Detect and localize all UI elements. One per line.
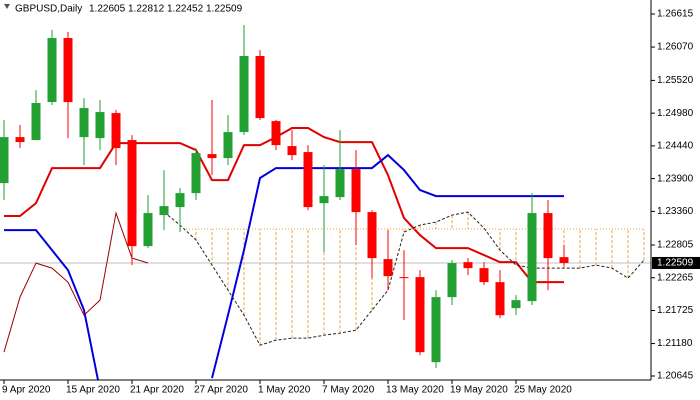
candle-body [207,154,217,159]
y-tick-label: 1.22265 [657,272,694,283]
candle-body [175,193,185,208]
candle-body [63,38,73,103]
candle-body [287,146,297,156]
title-high: 1.22812 [128,4,165,15]
candle-body [559,257,569,263]
y-tick-label: 1.22805 [657,240,694,251]
candle-body [543,213,553,259]
candle-body [367,212,377,259]
current-price-label: 1.22509 [657,258,694,269]
candle-body [31,103,41,141]
candle-body [271,121,281,146]
candle-body [319,196,329,204]
candle-body [511,300,521,309]
candle-body [447,263,457,298]
title-close: 1.22509 [206,4,243,15]
y-tick-label: 1.24980 [657,108,694,119]
indicator-line [163,211,645,346]
y-tick-label: 1.26615 [657,9,694,20]
title-open: 1.22605 [89,4,126,15]
candle-body [191,153,201,194]
x-tick-label: 1 May 2020 [258,385,311,396]
candle-body [527,213,537,302]
title-low: 1.22452 [167,4,204,15]
candle-body [479,268,489,283]
x-tick-label: 13 May 2020 [386,385,444,396]
x-tick-label: 15 Apr 2020 [66,385,120,396]
x-tick-label: 19 May 2020 [450,385,508,396]
indicator-line [3,211,149,353]
candle-body [495,282,505,316]
x-tick-label: 7 May 2020 [322,385,375,396]
candle-body [415,277,425,353]
candle-body [399,277,409,279]
candle-body [335,169,345,198]
indicator-line [4,153,564,380]
x-tick-label: 27 Apr 2020 [194,385,248,396]
candle-body [79,108,89,138]
candle-body [127,140,137,247]
candle-body [255,56,265,119]
candle-body [143,213,153,247]
y-tick-label: 1.20645 [657,371,694,382]
candle-body [15,137,25,143]
candle-body [383,259,393,277]
x-tick-label: 25 May 2020 [514,385,572,396]
candle-body [159,206,169,216]
candle-body [0,137,9,184]
candle-body [463,262,473,269]
candle-body [303,152,313,208]
plot-area [0,24,651,380]
y-tick-label: 1.21725 [657,305,694,316]
chart-title: GBPUSD,Daily [15,4,82,15]
candle-body [47,38,57,103]
candle-body [431,297,441,363]
y-tick-label: 1.21180 [657,338,693,349]
x-tick-label: 21 Apr 2020 [130,385,184,396]
symbol-icon [4,4,10,9]
x-tick-label: 9 Apr 2020 [2,385,51,396]
y-tick-label: 1.23900 [657,173,694,184]
candle-body [351,169,361,213]
candle-body [239,56,249,133]
y-tick-label: 1.23360 [657,206,694,217]
y-tick-label: 1.25520 [657,75,694,86]
candle-body [111,113,121,149]
y-tick-label: 1.26070 [657,42,694,53]
indicator-line [4,127,564,284]
current-price-box [652,256,700,269]
candle-body [223,132,233,159]
y-tick-label: 1.24440 [657,141,694,152]
candle-body [95,112,105,139]
